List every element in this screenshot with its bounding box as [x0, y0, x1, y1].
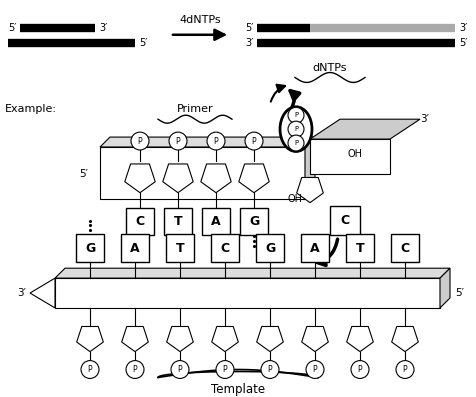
Text: P: P [268, 365, 272, 374]
Text: OH: OH [288, 194, 303, 204]
Circle shape [306, 360, 324, 378]
Polygon shape [297, 177, 323, 202]
Text: P: P [88, 365, 92, 374]
Text: 3′: 3′ [459, 23, 467, 33]
Text: P: P [223, 365, 228, 374]
Text: 3′: 3′ [420, 114, 429, 124]
Circle shape [171, 360, 189, 378]
FancyBboxPatch shape [166, 234, 194, 262]
Text: T: T [356, 242, 364, 255]
Text: 5′: 5′ [459, 38, 467, 48]
Text: 3′: 3′ [245, 38, 253, 48]
Circle shape [351, 360, 369, 378]
Polygon shape [302, 326, 328, 352]
Text: P: P [176, 137, 180, 146]
Text: G: G [249, 215, 259, 228]
Polygon shape [305, 137, 315, 198]
Text: P: P [294, 140, 298, 146]
Text: T: T [176, 242, 184, 255]
Polygon shape [310, 119, 420, 139]
Circle shape [81, 360, 99, 378]
Circle shape [207, 132, 225, 150]
Text: P: P [313, 365, 317, 374]
Text: A: A [310, 242, 320, 255]
Text: T: T [174, 215, 182, 228]
FancyBboxPatch shape [256, 234, 284, 262]
Circle shape [126, 360, 144, 378]
Text: 3′: 3′ [18, 288, 27, 298]
FancyBboxPatch shape [126, 208, 154, 235]
Circle shape [216, 360, 234, 378]
Polygon shape [347, 326, 373, 352]
Circle shape [288, 107, 304, 123]
Text: P: P [214, 137, 218, 146]
Text: OH: OH [347, 149, 363, 159]
Circle shape [131, 132, 149, 150]
Text: P: P [138, 137, 142, 146]
Text: P: P [294, 112, 298, 118]
Text: P: P [178, 365, 182, 374]
FancyBboxPatch shape [391, 234, 419, 262]
Polygon shape [100, 147, 305, 198]
Polygon shape [55, 268, 450, 278]
Circle shape [169, 132, 187, 150]
Text: 4dNTPs: 4dNTPs [179, 15, 221, 25]
FancyBboxPatch shape [202, 208, 230, 235]
Circle shape [288, 135, 304, 151]
Text: P: P [357, 365, 362, 374]
Text: P: P [252, 137, 256, 146]
Text: A: A [211, 215, 221, 228]
FancyBboxPatch shape [330, 206, 360, 235]
Text: C: C [400, 242, 409, 255]
Text: 5′: 5′ [139, 38, 148, 48]
Polygon shape [310, 139, 390, 174]
FancyBboxPatch shape [346, 234, 374, 262]
Ellipse shape [280, 107, 312, 152]
Polygon shape [122, 326, 149, 352]
Polygon shape [167, 326, 193, 352]
Circle shape [288, 121, 304, 137]
Text: dNTPs: dNTPs [313, 63, 347, 73]
Polygon shape [163, 164, 193, 193]
Text: P: P [403, 365, 407, 374]
Text: Primer: Primer [177, 104, 213, 114]
Polygon shape [125, 164, 155, 193]
Text: C: C [220, 242, 229, 255]
FancyBboxPatch shape [301, 234, 329, 262]
Polygon shape [55, 278, 440, 308]
Text: P: P [294, 126, 298, 132]
Circle shape [261, 360, 279, 378]
Polygon shape [440, 268, 450, 308]
Text: 5′: 5′ [8, 23, 17, 33]
Polygon shape [257, 326, 283, 352]
FancyBboxPatch shape [76, 234, 104, 262]
Polygon shape [392, 326, 418, 352]
Text: Template: Template [211, 383, 265, 396]
Circle shape [245, 132, 263, 150]
Polygon shape [100, 137, 315, 147]
FancyBboxPatch shape [164, 208, 192, 235]
Polygon shape [239, 164, 269, 193]
Polygon shape [201, 164, 231, 193]
Circle shape [396, 360, 414, 378]
FancyBboxPatch shape [240, 208, 268, 235]
Text: 5′: 5′ [245, 23, 254, 33]
FancyBboxPatch shape [121, 234, 149, 262]
Text: A: A [130, 242, 140, 255]
Text: 5′: 5′ [456, 288, 465, 298]
Text: C: C [136, 215, 145, 228]
Polygon shape [30, 278, 55, 308]
Polygon shape [212, 326, 238, 352]
FancyBboxPatch shape [211, 234, 239, 262]
Text: G: G [85, 242, 95, 255]
Text: G: G [265, 242, 275, 255]
Text: 5′: 5′ [79, 169, 88, 179]
Polygon shape [77, 326, 103, 352]
Text: Example:: Example: [5, 104, 57, 114]
Text: P: P [133, 365, 137, 374]
Text: 3′: 3′ [99, 23, 108, 33]
Text: C: C [340, 214, 349, 227]
